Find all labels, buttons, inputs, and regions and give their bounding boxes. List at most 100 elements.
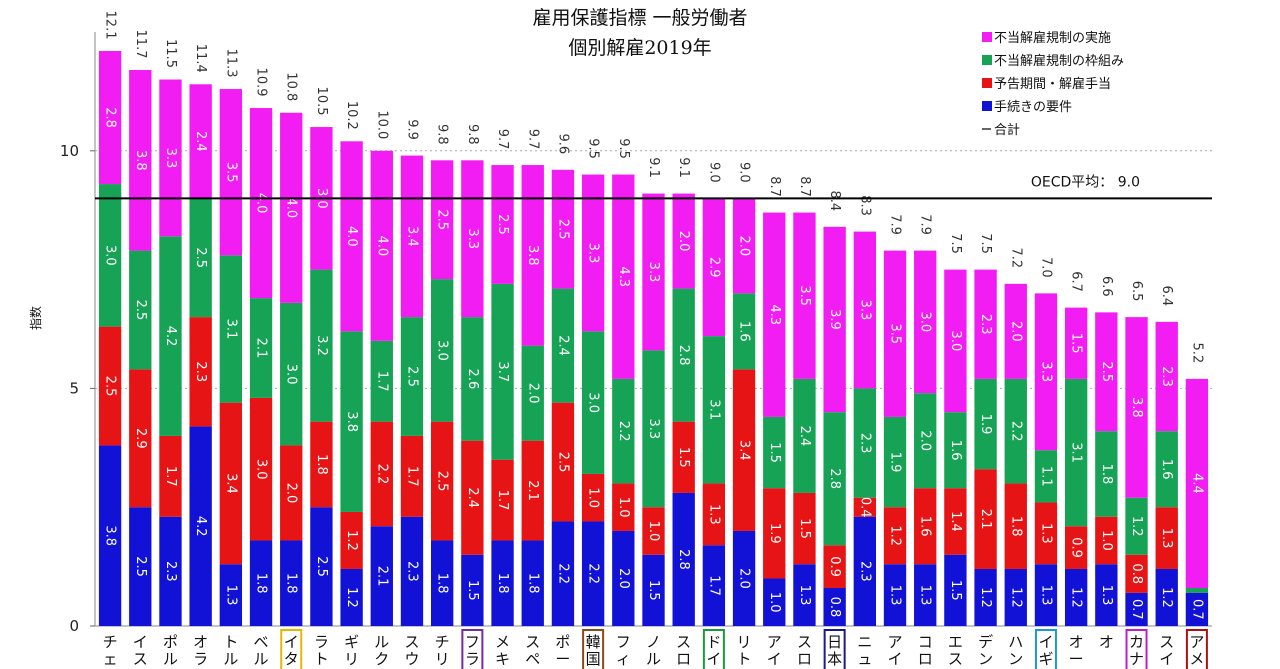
segment-label: 2.3: [857, 433, 872, 454]
segment-label: 1.3: [888, 585, 903, 606]
bar-stack: 1.2 0.9 3.1 1.5 6.7: [1064, 271, 1088, 626]
total-label: 12.1: [103, 11, 118, 40]
bar-segment: [98, 445, 122, 626]
bar-segment: [521, 540, 544, 626]
segment-label: 1.3: [1099, 585, 1114, 606]
bar-stack: 1.3 1.6 2.0 3.0 7.9: [914, 214, 937, 626]
bar-segment: [1125, 554, 1148, 593]
bar-stack: 1.8 1.7 3.7 2.5 9.7: [491, 129, 514, 626]
bar-stack: 2.2 2.5 2.4 2.5 9.6: [551, 133, 575, 626]
bar-segment: [461, 317, 484, 441]
bar-segment: [642, 350, 665, 508]
segment-label: 3.5: [888, 323, 903, 344]
legend-item: 不当解雇規制の枠組み: [982, 53, 1124, 69]
bar-segment: [400, 435, 424, 517]
bar-segment: [98, 184, 122, 327]
segment-label: 4.2: [163, 326, 178, 347]
bar-stack: 1.3 1.5 2.4 3.5 8.7: [793, 176, 816, 626]
total-label: 9.6: [555, 133, 570, 154]
segment-label: 1.2: [1159, 587, 1174, 608]
bar-segment: [1064, 378, 1088, 527]
segment-label: 1.2: [344, 530, 359, 551]
total-label: 9.0: [737, 162, 752, 183]
x-tick-label: オー: [1069, 633, 1084, 668]
legend-label: 不当解雇規制の枠組み: [994, 53, 1124, 69]
segment-label: 2.2: [1008, 421, 1023, 442]
bar-segment: [461, 440, 484, 555]
segment-label: 2.9: [706, 257, 721, 278]
legend-swatch: [982, 32, 992, 42]
segment-label: 1.2: [888, 525, 903, 546]
bar-segment: [763, 212, 786, 417]
segment-label: 2.2: [374, 464, 389, 485]
bar-segment: [732, 369, 756, 531]
bar-segment: [189, 84, 212, 199]
x-tick-label: スイ: [1159, 633, 1174, 668]
bar-segment: [974, 269, 997, 379]
bar-segment: [793, 212, 816, 379]
segment-label: 2.4: [193, 131, 208, 152]
bar-segment: [944, 488, 967, 555]
total-label: 7.0: [1038, 257, 1053, 278]
bar-stack: 0.7 0.8 1.2 3.8 6.5: [1125, 281, 1148, 626]
bar-segment: [763, 416, 786, 489]
bar-segment: [219, 255, 243, 403]
segment-label: 2.5: [555, 219, 570, 240]
legend-label: 不当解雇規制の実施: [994, 30, 1111, 46]
segment-label: 3.0: [586, 392, 601, 413]
segment-label: 1.0: [586, 487, 601, 508]
x-tick-label: ラト: [314, 633, 329, 668]
segment-label: 2.1: [978, 509, 993, 530]
segment-label: 3.8: [103, 525, 118, 546]
segment-label: 3.8: [133, 150, 148, 171]
bar-segment: [491, 459, 514, 541]
bar-segment: [310, 507, 333, 626]
bar-segment: [1064, 526, 1088, 569]
bar-segment: [280, 112, 303, 303]
segment-label: 1.6: [918, 516, 933, 537]
x-tick-label: メキ: [495, 633, 510, 668]
segment-label: 1.8: [254, 573, 269, 594]
segment-label: 1.2: [1008, 587, 1023, 608]
bar-segment: [1004, 378, 1027, 484]
bar-segment: [189, 317, 212, 427]
y-tick-label: 5: [69, 379, 79, 397]
bar-stack: 0.7 4.4 5.2: [1185, 343, 1209, 626]
segment-label: 4.3: [767, 304, 782, 325]
bar-segment: [883, 250, 907, 417]
bar-segment: [129, 369, 152, 508]
total-label: 9.7: [495, 129, 510, 150]
total-label: 9.5: [616, 138, 631, 159]
x-tick-label: ベル: [254, 633, 269, 668]
bar-stack: 2.8 1.5 2.8 2.0 9.1: [672, 157, 695, 626]
x-tick-label: 韓国: [586, 633, 601, 668]
total-label: 7.2: [1008, 248, 1023, 269]
bar-segment: [129, 70, 152, 251]
bar-segment: [581, 521, 605, 626]
segment-label: 1.6: [1159, 459, 1174, 480]
bar-segment: [914, 393, 937, 489]
segment-label: 2.3: [978, 314, 993, 335]
total-label: 6.4: [1159, 286, 1174, 307]
legend-label: 予告期間・解雇手当: [994, 76, 1111, 92]
segment-label: 2.0: [737, 235, 752, 256]
segment-label: 1.8: [284, 573, 299, 594]
x-tick-label: ハン: [1008, 633, 1023, 668]
bars-group: 3.8 2.5 3.0 2.8 12.1 2.5 2.9 2.5 3.8 11.7 2.3 1.7 4.…: [98, 11, 1209, 626]
x-tick-label: ルク: [374, 633, 389, 668]
bar-segment: [612, 378, 635, 484]
bar-stack: 1.0 1.9 1.5 4.3 8.7: [763, 176, 786, 626]
total-label: 9.5: [586, 138, 601, 159]
bar-stack: 1.5 2.4 2.6 3.3 9.8: [461, 124, 484, 626]
segment-label: 2.5: [435, 209, 450, 230]
segment-label: 2.0: [616, 568, 631, 589]
segment-label: 1.7: [163, 466, 178, 487]
bar-segment: [581, 331, 605, 474]
bar-segment: [521, 440, 544, 541]
segment-label: 1.0: [646, 521, 661, 542]
bar-segment: [702, 483, 726, 546]
bar-segment: [1125, 592, 1148, 626]
bar-segment: [280, 302, 303, 446]
segment-label: 3.8: [344, 411, 359, 432]
x-tick-label: エス: [948, 633, 963, 668]
